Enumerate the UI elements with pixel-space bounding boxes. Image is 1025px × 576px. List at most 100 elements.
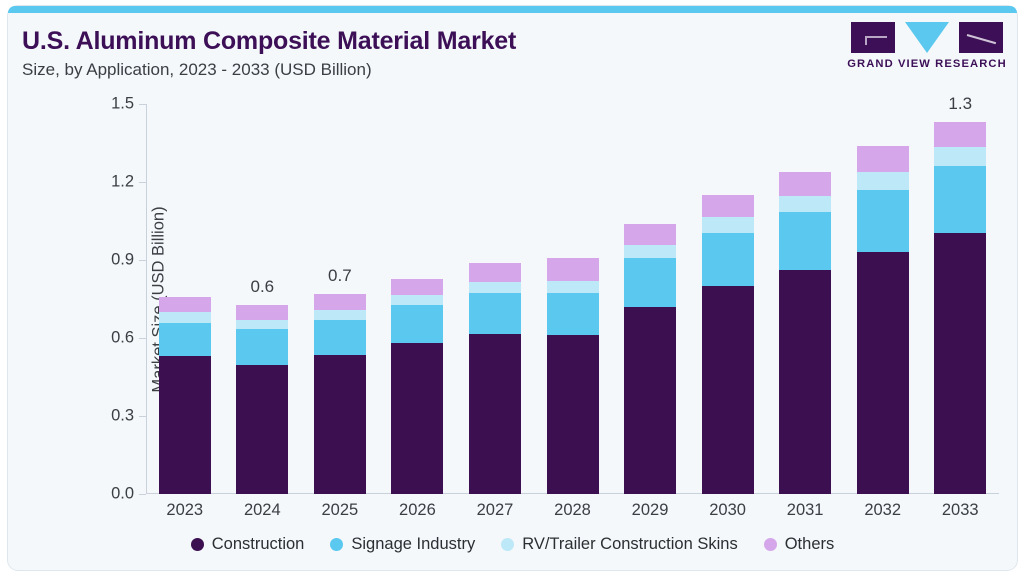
- x-axis-label-2030: 2030: [709, 501, 746, 519]
- bar-segment[interactable]: [236, 365, 289, 494]
- bar-segment[interactable]: [701, 286, 754, 494]
- bar-stack-2027[interactable]: [468, 104, 521, 494]
- bar-segment[interactable]: [158, 355, 211, 494]
- bar-segment[interactable]: [468, 263, 521, 283]
- bar-segment[interactable]: [934, 232, 987, 494]
- bar-segment[interactable]: [546, 293, 599, 335]
- legend-label: RV/Trailer Construction Skins: [522, 535, 738, 553]
- y-axis-tick: [139, 338, 146, 339]
- bar-segment[interactable]: [779, 269, 832, 494]
- legend-label: Signage Industry: [351, 535, 476, 553]
- bar-segment[interactable]: [624, 244, 677, 258]
- bar-stack-2031[interactable]: [779, 104, 832, 494]
- x-axis-label-2032: 2032: [864, 501, 902, 519]
- y-axis-line: [146, 104, 147, 494]
- bar-segment[interactable]: [313, 354, 366, 494]
- bar-segment[interactable]: [856, 146, 909, 173]
- bar-segment[interactable]: [624, 307, 677, 494]
- legend-color-dot-icon: [190, 538, 204, 551]
- plot-area: 0.0 0.3 0.6 0.9 1.2 1.5 0.6 0.7 1.3: [111, 94, 999, 503]
- logo-text: GRAND VIEW RESEARCH: [847, 58, 1007, 70]
- bar-segment[interactable]: [856, 190, 909, 252]
- bar-segment[interactable]: [391, 279, 444, 296]
- legend-color-dot-icon: [330, 538, 344, 551]
- bar-segment[interactable]: [158, 322, 211, 356]
- x-axis-label-2024: 2024: [243, 501, 281, 519]
- bar-segment[interactable]: [313, 320, 366, 355]
- bar-segment[interactable]: [391, 342, 444, 494]
- bar-stack-2024[interactable]: 0.6: [236, 104, 289, 494]
- bar-segment[interactable]: [391, 305, 444, 343]
- bar-value-label: 0.6: [250, 276, 275, 296]
- bar-segment[interactable]: [468, 334, 521, 494]
- y-axis-tick-label: 1.2: [111, 172, 134, 191]
- legend-item[interactable]: Signage Industry: [330, 535, 475, 554]
- y-axis-tick: [139, 494, 146, 495]
- bar-segment[interactable]: [546, 281, 599, 294]
- x-axis-labels: 2023 2024 2025 2026 2027 2028 2029 2030 2031 2032…: [146, 501, 999, 527]
- bar-segment[interactable]: [934, 147, 987, 167]
- bar-segment[interactable]: [779, 211, 832, 270]
- bar-stack-2029[interactable]: [624, 104, 677, 494]
- bar-segment[interactable]: [158, 312, 211, 323]
- bar-segment[interactable]: [546, 334, 599, 494]
- logo-r-block-icon: [959, 22, 1003, 53]
- bar-segment[interactable]: [701, 217, 754, 233]
- bar-segment[interactable]: [313, 310, 366, 321]
- page-title: U.S. Aluminum Composite Material Market: [22, 27, 517, 55]
- bar-segment[interactable]: [779, 172, 832, 197]
- bar-segment[interactable]: [158, 296, 211, 312]
- legend-label: Others: [784, 535, 835, 553]
- y-axis-tick: [139, 104, 146, 105]
- x-axis-label-2027: 2027: [476, 501, 514, 519]
- bar-segment[interactable]: [624, 257, 677, 308]
- bar-stack-2030[interactable]: [701, 104, 754, 494]
- bar-segment[interactable]: [391, 295, 444, 305]
- bar-segment[interactable]: [856, 172, 909, 191]
- grand-view-research-logo: GRAND VIEW RESEARCH: [847, 22, 1007, 70]
- bar-segment[interactable]: [236, 320, 289, 329]
- legend-color-dot-icon: [763, 538, 777, 551]
- bar-segment[interactable]: [934, 122, 987, 148]
- bar-segment[interactable]: [236, 328, 289, 366]
- bar-segment[interactable]: [546, 257, 599, 282]
- legend-item[interactable]: Others: [763, 535, 835, 554]
- bar-segment[interactable]: [468, 282, 521, 294]
- y-axis-tick-label: 0.9: [111, 250, 134, 269]
- bar-segment[interactable]: [468, 293, 521, 335]
- bar-series-container: 0.6 0.7 1.3: [146, 94, 999, 494]
- x-axis-label-2023: 2023: [166, 501, 204, 519]
- bar-stack-2028[interactable]: [546, 104, 599, 494]
- legend-item[interactable]: RV/Trailer Construction Skins: [501, 535, 738, 554]
- bar-segment[interactable]: [313, 294, 366, 311]
- y-axis-tick-label: 1.5: [111, 94, 134, 113]
- bar-segment[interactable]: [236, 304, 289, 321]
- page-subtitle: Size, by Application, 2023 - 2033 (USD B…: [22, 60, 372, 79]
- bar-value-label: 1.3: [948, 94, 973, 114]
- bar-stack-2023[interactable]: [158, 104, 211, 494]
- y-axis-tick-label: 0.3: [111, 406, 134, 425]
- y-axis-tick-label: 0.0: [111, 484, 134, 503]
- legend-color-dot-icon: [501, 538, 515, 551]
- legend-item[interactable]: Construction: [190, 535, 304, 554]
- y-axis-tick: [139, 416, 146, 417]
- bar-segment[interactable]: [701, 195, 754, 218]
- bar-stack-2026[interactable]: [391, 104, 444, 494]
- bar-segment[interactable]: [701, 232, 754, 286]
- bar-value-label: 0.7: [328, 266, 352, 286]
- logo-g-block-icon: [851, 22, 895, 53]
- x-axis-label-2031: 2031: [786, 501, 824, 519]
- bar-segment[interactable]: [934, 166, 987, 233]
- x-axis-label-2025: 2025: [321, 501, 359, 519]
- bar-stack-2025[interactable]: 0.7: [313, 104, 366, 494]
- bar-segment[interactable]: [624, 224, 677, 245]
- x-axis-label-2028: 2028: [554, 501, 591, 519]
- bar-segment[interactable]: [856, 251, 909, 494]
- top-accent-bar: [8, 6, 1017, 13]
- x-axis-label-2033: 2033: [941, 501, 979, 519]
- logo-v-triangle-icon: [905, 22, 949, 53]
- bar-stack-2032[interactable]: [856, 104, 909, 494]
- bar-segment[interactable]: [779, 196, 832, 212]
- bar-stack-2033[interactable]: 1.3: [934, 94, 987, 494]
